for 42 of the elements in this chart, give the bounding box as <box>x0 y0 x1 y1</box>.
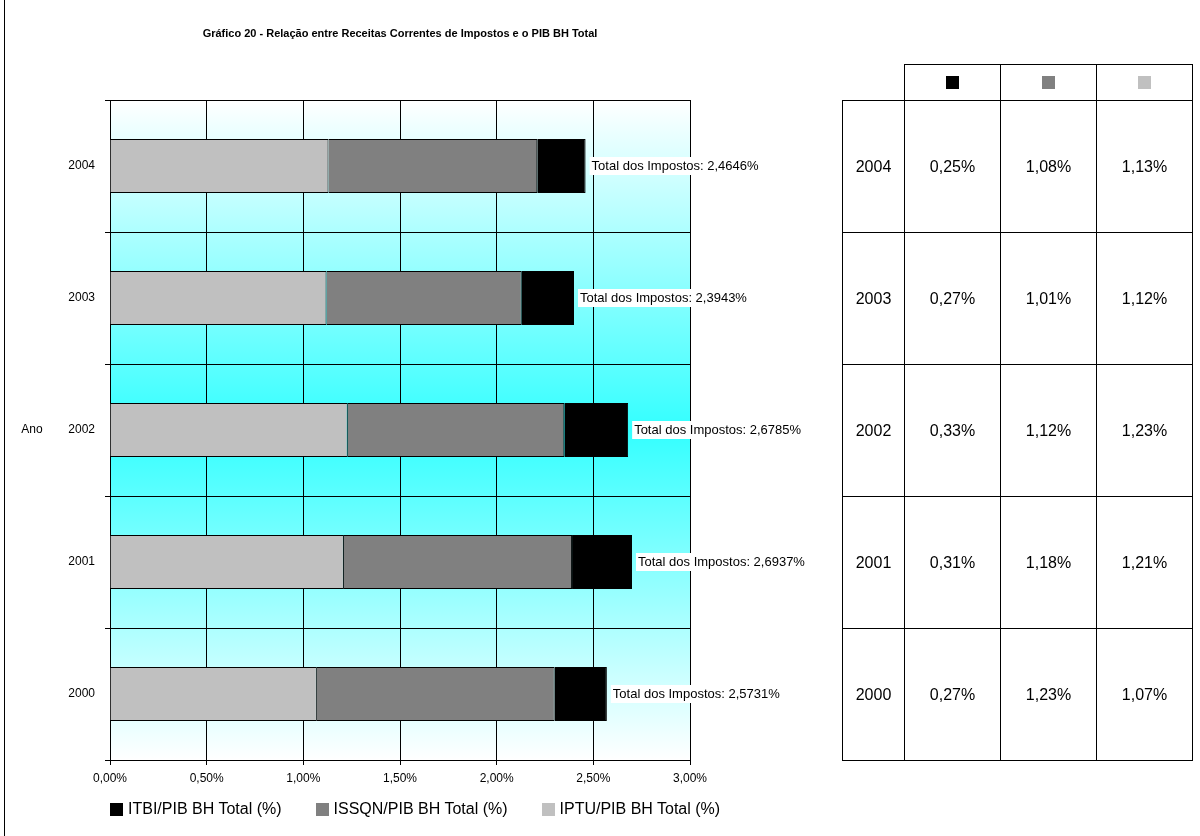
total-label: Total dos Impostos: 2,4646% <box>591 157 759 173</box>
x-tick-label: 2,00% <box>479 770 515 785</box>
x-tick-label: 0,00% <box>92 770 128 785</box>
data-label: 1,12% <box>1096 232 1193 365</box>
total-label: Total dos Impostos: 2,6937% <box>638 553 806 569</box>
category-label: 2002 <box>855 421 892 439</box>
y-tick-label: 2002 <box>68 422 96 437</box>
data-label: 1,12% <box>1000 364 1097 497</box>
data-label: 1,21% <box>1096 496 1193 629</box>
chart-title: Gráfico 20 - Relação entre Receitas Correntes de Impostos e o PIB BH Total <box>202 27 598 40</box>
data-label: 1,18% <box>1000 496 1097 629</box>
data-label: 1,07% <box>1096 628 1193 761</box>
y-axis-title: Ano <box>21 422 43 437</box>
data-label: 1,23% <box>1096 364 1193 497</box>
legend-label: ITBI/PIB BH Total (%) <box>128 800 282 818</box>
y-tick-label: 2003 <box>68 290 96 305</box>
data-label: 1,23% <box>1000 628 1097 761</box>
data-label: 0,33% <box>904 364 1001 497</box>
x-tick-label: 1,50% <box>382 770 418 785</box>
data-label: 0,31% <box>904 496 1001 629</box>
data-label: 1,13% <box>1096 100 1193 233</box>
category-label: 2000 <box>855 685 892 703</box>
legend-label: IPTU/PIB BH Total (%) <box>559 800 721 818</box>
category-label: 2003 <box>855 289 892 307</box>
y-tick-label: 2001 <box>68 554 96 569</box>
x-tick-label: 0,50% <box>189 770 225 785</box>
x-tick-label: 3,00% <box>672 770 708 785</box>
x-tick-label: 1,00% <box>286 770 321 785</box>
data-label: 1,08% <box>1000 100 1097 233</box>
y-tick-label: 2004 <box>68 158 96 173</box>
category-label: 2001 <box>855 553 892 571</box>
data-label: 0,27% <box>904 232 1001 365</box>
data-label: 0,25% <box>904 100 1001 233</box>
data-label: 0,27% <box>904 628 1001 761</box>
x-tick-label: 2,50% <box>576 770 611 785</box>
category-label: 2004 <box>855 157 892 175</box>
y-tick-label: 2000 <box>68 686 96 701</box>
total-label: Total dos Impostos: 2,6785% <box>634 421 802 437</box>
data-label: 1,01% <box>1000 232 1097 365</box>
total-label: Total dos Impostos: 2,3943% <box>580 289 748 305</box>
legend-label: ISSQN/PIB BH Total (%) <box>333 800 508 818</box>
total-label: Total dos Impostos: 2,5731% <box>612 685 781 701</box>
